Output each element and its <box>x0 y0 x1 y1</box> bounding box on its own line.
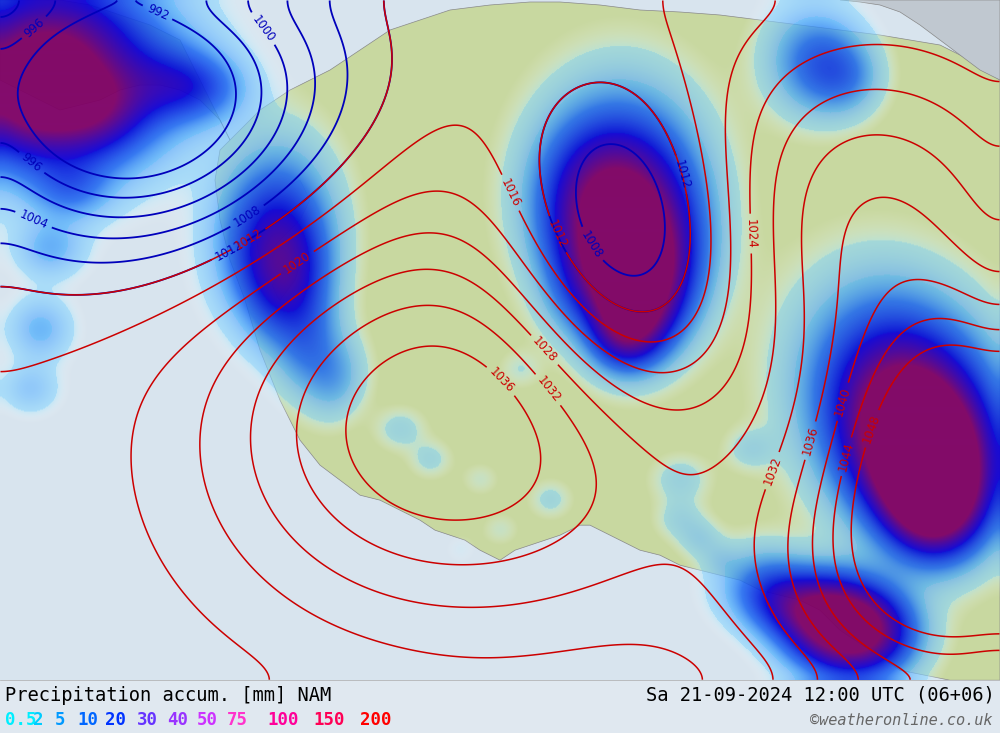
Text: 996: 996 <box>21 15 47 40</box>
Text: 1016: 1016 <box>498 177 523 209</box>
Text: 1044: 1044 <box>836 441 856 473</box>
Polygon shape <box>215 2 1000 680</box>
Text: 10: 10 <box>77 711 98 729</box>
Text: 1008: 1008 <box>578 229 604 261</box>
Text: 1004: 1004 <box>17 208 50 232</box>
Text: 1012: 1012 <box>672 158 692 191</box>
Polygon shape <box>840 0 1000 80</box>
Text: 1020: 1020 <box>281 249 313 276</box>
Text: 200: 200 <box>360 711 392 729</box>
Text: 1024: 1024 <box>744 218 758 248</box>
Text: 1012: 1012 <box>213 237 246 263</box>
Text: 1012: 1012 <box>545 218 569 251</box>
Text: 1012: 1012 <box>232 226 265 253</box>
Text: Precipitation accum. [mm] NAM: Precipitation accum. [mm] NAM <box>5 685 331 704</box>
Text: 1032: 1032 <box>534 374 563 405</box>
Text: 75: 75 <box>227 711 248 729</box>
Text: 2: 2 <box>33 711 44 729</box>
Text: 40: 40 <box>167 711 188 729</box>
Text: 1000: 1000 <box>249 12 277 44</box>
Text: 1028: 1028 <box>530 335 559 366</box>
Text: 100: 100 <box>267 711 298 729</box>
Text: 996: 996 <box>19 150 44 175</box>
Text: ©weatheronline.co.uk: ©weatheronline.co.uk <box>810 712 993 728</box>
Polygon shape <box>255 180 310 260</box>
Text: 1036: 1036 <box>800 424 821 457</box>
Text: 1036: 1036 <box>486 366 516 396</box>
Text: 1008: 1008 <box>231 203 263 230</box>
Text: 150: 150 <box>313 711 344 729</box>
Text: 50: 50 <box>197 711 218 729</box>
Text: 0.5: 0.5 <box>5 711 36 729</box>
Text: 1032: 1032 <box>761 454 783 487</box>
Text: 5: 5 <box>55 711 66 729</box>
Text: 1040: 1040 <box>832 386 853 418</box>
Text: 30: 30 <box>137 711 158 729</box>
Text: Sa 21-09-2024 12:00 UTC (06+06): Sa 21-09-2024 12:00 UTC (06+06) <box>646 685 995 704</box>
Text: 20: 20 <box>105 711 126 729</box>
Polygon shape <box>0 0 230 140</box>
Text: 992: 992 <box>145 1 170 23</box>
Polygon shape <box>272 265 300 300</box>
Text: 1048: 1048 <box>860 413 883 445</box>
